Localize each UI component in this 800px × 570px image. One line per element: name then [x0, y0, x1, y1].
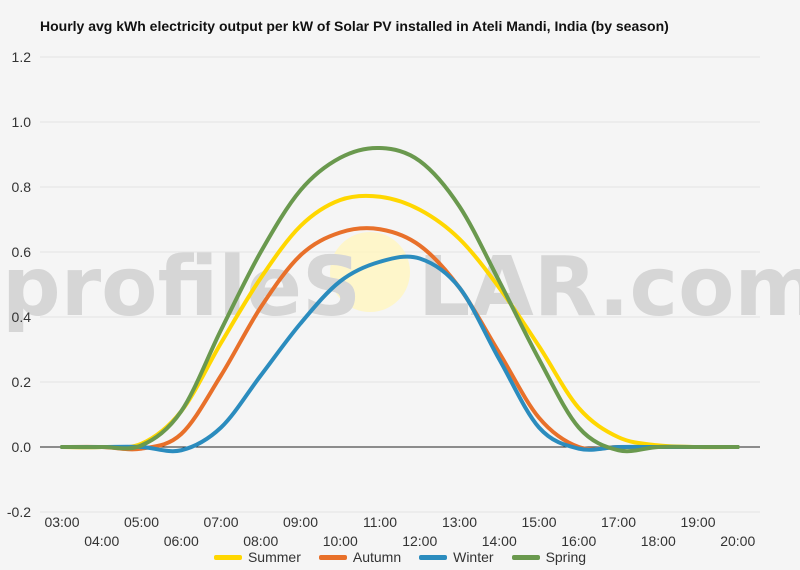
- x-tick-label: 12:00: [402, 533, 437, 549]
- legend-label: Summer: [247, 549, 301, 565]
- watermark-sun-icon: [330, 232, 410, 312]
- y-tick-label: 0.2: [12, 374, 32, 390]
- legend: Summer Autumn Winter Spring: [0, 549, 800, 565]
- x-tick-label: 07:00: [203, 514, 238, 530]
- watermark-text-sun: O: [330, 240, 400, 335]
- x-tick-label: 20:00: [720, 533, 755, 549]
- series-line-winter: [60, 254, 740, 454]
- y-tick-label: -0.2: [7, 504, 31, 520]
- x-tick-label: 18:00: [641, 533, 676, 549]
- x-tick-label: 11:00: [363, 514, 397, 530]
- y-tick-label: 1.2: [12, 49, 32, 65]
- x-tick-label: 13:00: [442, 514, 477, 530]
- y-tick-label: 1.0: [12, 114, 32, 130]
- x-tick-label: 17:00: [601, 514, 636, 530]
- legend-item-summer: Summer: [213, 549, 301, 565]
- legend-item-spring: Spring: [511, 549, 587, 565]
- watermark: profileS O LAR.com: [2, 232, 800, 335]
- x-tick-label: 19:00: [680, 514, 715, 530]
- x-tick-label: 06:00: [164, 533, 199, 549]
- y-tick-label: 0.6: [12, 244, 32, 260]
- y-tick-label: 0.4: [12, 309, 32, 325]
- legend-swatch: [511, 554, 540, 560]
- x-tick-label: 04:00: [84, 533, 119, 549]
- legend-label: Winter: [453, 549, 494, 565]
- legend-label: Spring: [545, 549, 587, 565]
- chart-title: Hourly avg kWh electricity output per kW…: [40, 18, 669, 34]
- x-tick-label: 05:00: [124, 514, 159, 530]
- x-tick-label: 16:00: [561, 533, 596, 549]
- series-line-spring: [60, 145, 740, 454]
- legend-item-autumn: Autumn: [318, 549, 402, 565]
- legend-swatch: [419, 554, 448, 560]
- x-tick-label: 10:00: [323, 533, 358, 549]
- x-tick-label: 03:00: [44, 514, 79, 530]
- x-tick-label: 09:00: [283, 514, 318, 530]
- x-tick-label: 14:00: [482, 533, 517, 549]
- y-tick-label: 0.8: [12, 179, 32, 195]
- y-tick-label: 0.0: [12, 439, 32, 455]
- watermark-text-left: profileS: [2, 240, 361, 335]
- legend-swatch: [213, 554, 242, 560]
- legend-item-winter: Winter: [419, 549, 494, 565]
- x-tick-label: 15:00: [521, 514, 556, 530]
- legend-label: Autumn: [352, 549, 402, 565]
- x-tick-label: 08:00: [243, 533, 278, 549]
- legend-swatch: [318, 554, 347, 560]
